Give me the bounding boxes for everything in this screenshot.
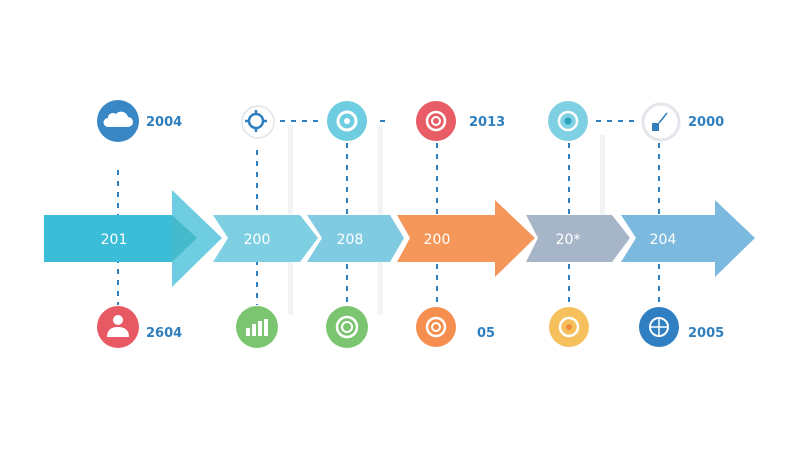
arrow-1-shade [172,215,197,262]
arrow-6-label: 204 [650,232,677,248]
target-icon [326,306,368,348]
arrow-6 [621,200,755,277]
top-label-1: 2004 [146,115,182,130]
arrow-2 [213,215,318,262]
arrow-4 [397,200,535,277]
arrow-1-label: 201 [101,232,128,248]
bottom-label-4: 05 [477,326,495,341]
arrow-3 [307,215,404,262]
checkbox-icon [641,102,681,142]
user-icon [97,306,139,348]
bottom-label-1: 2604 [146,326,182,341]
arrow-band: 201 200 208 200 20* 204 [44,190,755,287]
target-icon [416,307,456,347]
arrow-5 [526,215,630,262]
cloud-icon [97,100,139,142]
arrow-2-label: 200 [244,232,271,248]
arrow-3-label: 208 [337,232,364,248]
target-icon [549,307,589,347]
top-label-4: 2013 [469,115,505,130]
connectors [117,120,660,305]
top-nodes: 2004 2013 2000 [97,100,724,142]
globe-icon [639,307,679,347]
bar-chart-icon [236,306,278,348]
bottom-label-6: 2005 [688,326,724,341]
target-icon [416,101,456,141]
target-icon [548,101,588,141]
top-label-6: 2000 [688,115,724,130]
gear-icon [241,105,275,139]
arrow-1-body [44,215,175,262]
arrow-5-label: 20* [556,232,581,248]
target-icon [327,101,367,141]
arrow-1-head [172,190,222,287]
bottom-nodes: 2604 05 [97,306,724,348]
background-stripe [600,135,605,215]
arrow-4-label: 200 [424,232,451,248]
